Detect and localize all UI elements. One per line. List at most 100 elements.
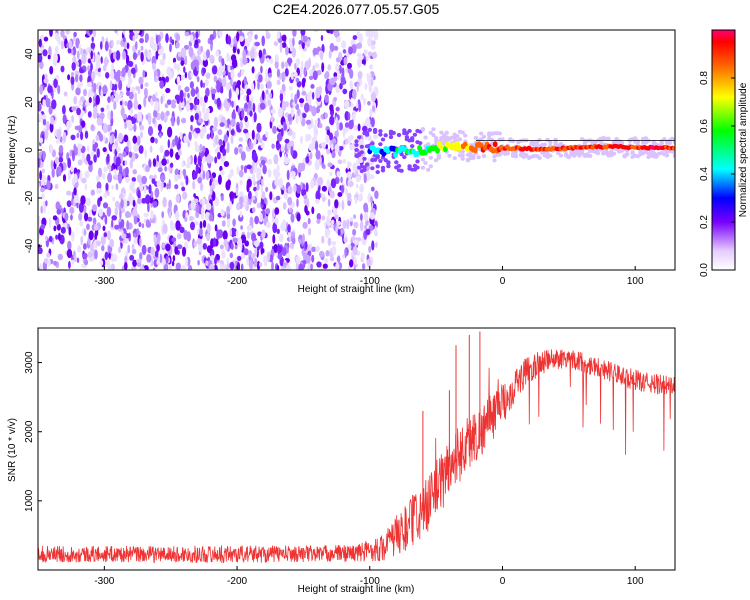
spectrogram-noise-cell xyxy=(330,143,334,151)
spectrogram-halo-cell xyxy=(672,154,675,159)
spectrogram-noise-cell xyxy=(222,151,226,157)
spectrogram-noise-cell xyxy=(92,217,97,225)
spectrogram-noise-cell xyxy=(158,76,162,82)
spectrogram-noise-cell xyxy=(106,153,110,163)
spectrogram-noise-cell xyxy=(202,58,209,68)
spectrogram-noise-cell xyxy=(107,110,112,120)
spectrogram-noise-cell xyxy=(133,237,138,245)
spectrogram-noise-cell xyxy=(274,217,279,225)
spectrogram-noise-cell xyxy=(296,212,301,222)
spectrogram-noise-cell xyxy=(236,166,240,175)
spectrogram-noise-cell xyxy=(45,235,48,242)
spectrogram-noise-cell xyxy=(356,82,360,93)
spectrogram-noise-cell xyxy=(75,87,81,96)
spectrogram-noise-cell xyxy=(38,38,42,48)
spectrogram-noise-cell xyxy=(221,220,226,227)
spectrogram-noise-cell xyxy=(220,170,225,176)
spectrogram-noise-cell xyxy=(184,31,190,37)
spectrogram-noise-cell xyxy=(116,39,120,45)
spectrogram-noise-cell xyxy=(259,83,264,91)
spectrogram-noise-cell xyxy=(156,244,160,252)
spectrogram-noise-cell xyxy=(352,228,357,236)
spectrogram-noise-cell xyxy=(361,252,365,261)
spectrogram-noise-cell xyxy=(258,49,263,59)
spectrogram-noise-cell xyxy=(80,96,85,102)
spectrogram-noise-cell xyxy=(88,97,92,104)
spectrogram-noise-cell xyxy=(363,49,368,56)
colorbar-tick-label: 0.4 xyxy=(699,167,710,181)
spectrogram-noise-cell xyxy=(131,266,137,270)
spectrogram-noise-cell xyxy=(252,195,255,201)
spectrogram-noise-cell xyxy=(315,87,321,99)
spectrogram-noise-cell xyxy=(246,231,250,239)
spectrogram-halo-cell xyxy=(380,137,386,142)
spectrogram-noise-cell xyxy=(287,232,292,238)
spectrogram-noise-cell xyxy=(200,45,204,53)
spectrogram-noise-cell xyxy=(109,238,115,248)
spectrogram-noise-cell xyxy=(188,131,192,141)
spectrogram-noise-cell xyxy=(329,190,335,199)
spectrogram-noise-cell xyxy=(234,244,238,250)
spectrogram-noise-cell xyxy=(299,102,304,108)
spectrogram-noise-cell xyxy=(200,79,203,88)
spectrogram-noise-cell xyxy=(329,115,335,126)
spectrogram-noise-cell xyxy=(338,146,344,151)
spectrogram-noise-cell xyxy=(324,94,329,103)
spectrogram-noise-cell xyxy=(175,41,180,49)
spectrogram-noise-cell xyxy=(255,132,261,141)
spectrogram-noise-cell xyxy=(327,209,332,216)
spectrogram-noise-cell xyxy=(218,30,223,37)
spectrogram-noise-cell xyxy=(145,221,152,228)
spectrogram-noise-cell xyxy=(251,82,255,92)
spectrogram-noise-cell xyxy=(99,259,104,266)
spectrogram-halo-cell xyxy=(479,131,484,136)
spectrogram-noise-cell xyxy=(291,47,297,58)
spectrogram-noise-cell xyxy=(373,30,379,41)
spectrogram-halo-cell xyxy=(439,130,444,135)
spectrogram-noise-cell xyxy=(274,60,279,69)
spectrogram-noise-cell xyxy=(366,118,371,128)
spectrogram-noise-cell xyxy=(76,50,80,60)
spectrogram-halo-cell xyxy=(378,129,383,134)
spectrogram-noise-cell xyxy=(272,217,275,224)
spectrogram-noise-cell xyxy=(285,45,289,56)
spectrogram-noise-cell xyxy=(120,91,124,97)
spectrogram-noise-cell xyxy=(374,225,378,236)
spectrogram-noise-cell xyxy=(84,183,88,191)
spectrogram-noise-cell xyxy=(107,230,111,241)
spectrogram-noise-cell xyxy=(237,48,240,55)
spectrogram-noise-cell xyxy=(131,243,135,250)
spectrogram-halo-cell xyxy=(542,142,548,147)
snr-background xyxy=(38,328,675,570)
spectrogram-noise-cell xyxy=(351,236,356,241)
spectrogram-noise-cell xyxy=(323,221,327,228)
spectrogram-noise-cell xyxy=(66,190,72,196)
spectrogram-noise-cell xyxy=(53,78,58,89)
spectrogram-signal-cell xyxy=(443,146,448,153)
spectrogram-noise-cell xyxy=(240,69,245,76)
spectrogram-noise-cell xyxy=(41,192,45,200)
spectrogram-noise-cell xyxy=(308,75,314,81)
spectrogram-noise-cell xyxy=(47,54,51,60)
spectrogram-noise-cell xyxy=(329,132,333,141)
spectrogram-noise-cell xyxy=(38,151,43,159)
spectrogram-noise-cell xyxy=(371,240,375,251)
spectrogram-noise-cell xyxy=(240,151,246,161)
spectrogram-noise-cell xyxy=(201,126,207,134)
spectrogram-noise-cell xyxy=(124,101,128,106)
spectrogram-noise-cell xyxy=(67,74,71,81)
spectrogram-noise-cell xyxy=(79,220,84,227)
spectrogram-noise-cell xyxy=(138,221,142,228)
spectrogram-noise-cell xyxy=(260,185,264,193)
spectrogram-noise-cell xyxy=(372,51,378,59)
spectrogram-noise-cell xyxy=(311,206,315,215)
spectrogram-noise-cell xyxy=(254,41,260,47)
spectrogram-noise-cell xyxy=(169,162,174,168)
spectrogram-noise-cell xyxy=(38,102,42,112)
spectrogram-noise-cell xyxy=(347,112,351,121)
spectrogram-noise-cell xyxy=(237,255,242,262)
spectrogram-halo-cell xyxy=(364,132,370,137)
spectrogram-noise-cell xyxy=(217,174,222,185)
spectrogram-noise-cell xyxy=(305,133,312,141)
spectrogram-noise-cell xyxy=(102,172,106,180)
